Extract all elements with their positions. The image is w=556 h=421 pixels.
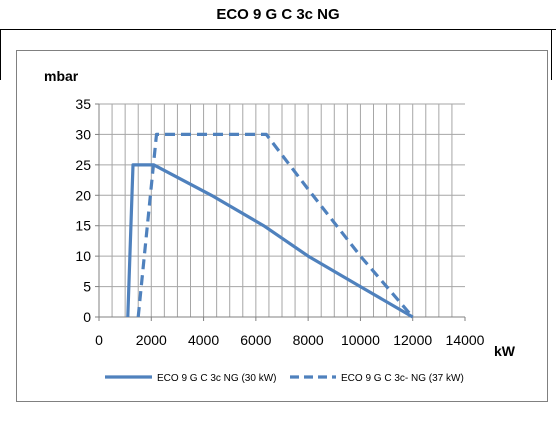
x-tick-label: 2000 (136, 332, 167, 348)
y-tick-label: 15 (75, 218, 91, 234)
legend-label-2: ECO 9 G C 3c- NG (37 kW) (341, 373, 464, 384)
x-tick-label: 14000 (446, 332, 485, 348)
x-tick-label: 10000 (341, 332, 380, 348)
y-tick-label: 0 (83, 309, 91, 325)
series-line-1 (126, 163, 414, 319)
chart-header: ECO 9 G C 3c NG (0, 0, 556, 30)
y-tick-label: 20 (75, 187, 91, 203)
header-band-left-border (0, 30, 1, 80)
x-tick-label: 12000 (393, 332, 432, 348)
x-tick-label: 6000 (240, 332, 271, 348)
legend-label-1: ECO 9 G C 3c NG (30 kW) (157, 373, 276, 384)
x-tick-label: 0 (95, 332, 103, 348)
y-tick-label: 35 (75, 96, 91, 112)
y-tick-label: 10 (75, 248, 91, 264)
y-tick-label: 5 (83, 279, 91, 295)
x-axis-title: kW (494, 343, 516, 359)
x-tick-label: 4000 (188, 332, 219, 348)
series-line-2 (136, 132, 414, 319)
y-tick-label: 25 (75, 157, 91, 173)
x-tick-label: 8000 (293, 332, 324, 348)
y-tick-label: 30 (75, 126, 91, 142)
header-title: ECO 9 G C 3c NG (216, 6, 340, 23)
y-axis-title: mbar (44, 68, 79, 84)
header-band-right-border (551, 30, 552, 80)
